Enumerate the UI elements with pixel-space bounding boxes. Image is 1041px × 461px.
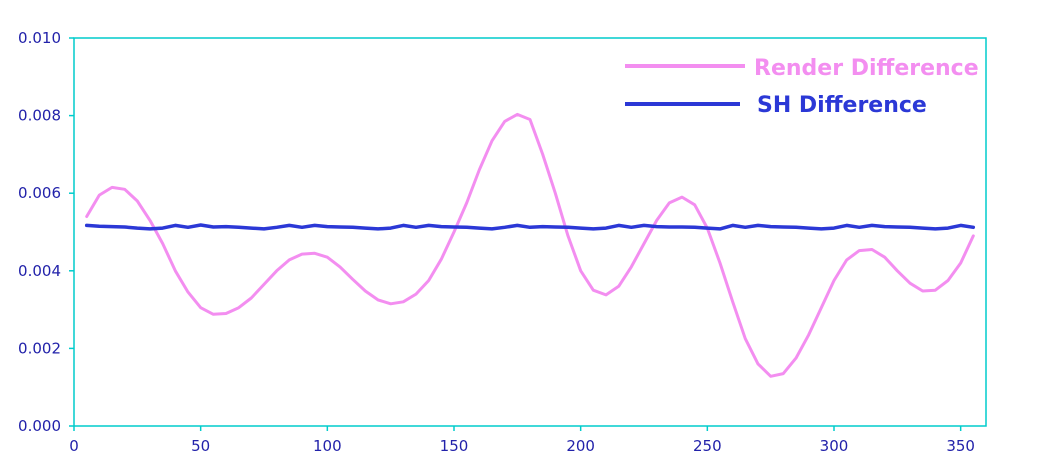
y-tick-label: 0.004 <box>18 262 61 280</box>
legend: Render Difference SH Difference <box>625 56 979 118</box>
y-axis-ticks: 0.000 0.002 0.004 0.006 0.008 0.010 <box>18 29 74 435</box>
y-tick-label: 0.010 <box>18 29 61 47</box>
y-tick-label: 0.008 <box>18 107 61 125</box>
x-tick-label: 200 <box>566 437 595 455</box>
x-tick-label: 50 <box>191 437 210 455</box>
x-tick-label: 0 <box>69 437 79 455</box>
y-tick-label: 0.006 <box>18 184 61 202</box>
y-tick-label: 0.000 <box>18 417 61 435</box>
x-tick-label: 100 <box>313 437 342 455</box>
legend-label-render-difference: Render Difference <box>754 56 979 81</box>
plot-area-frame <box>73 37 987 427</box>
x-tick-label: 350 <box>946 437 975 455</box>
series-line-sh-difference <box>84 223 976 231</box>
legend-label-sh-difference: SH Difference <box>757 93 927 118</box>
x-tick-label: 300 <box>820 437 849 455</box>
series-line-render-difference <box>85 112 975 378</box>
x-tick-label: 150 <box>440 437 469 455</box>
series-lines <box>84 112 976 378</box>
y-tick-label: 0.002 <box>18 339 61 357</box>
x-axis-ticks: 0 50 100 150 200 250 300 350 <box>69 426 975 455</box>
x-tick-label: 250 <box>693 437 722 455</box>
